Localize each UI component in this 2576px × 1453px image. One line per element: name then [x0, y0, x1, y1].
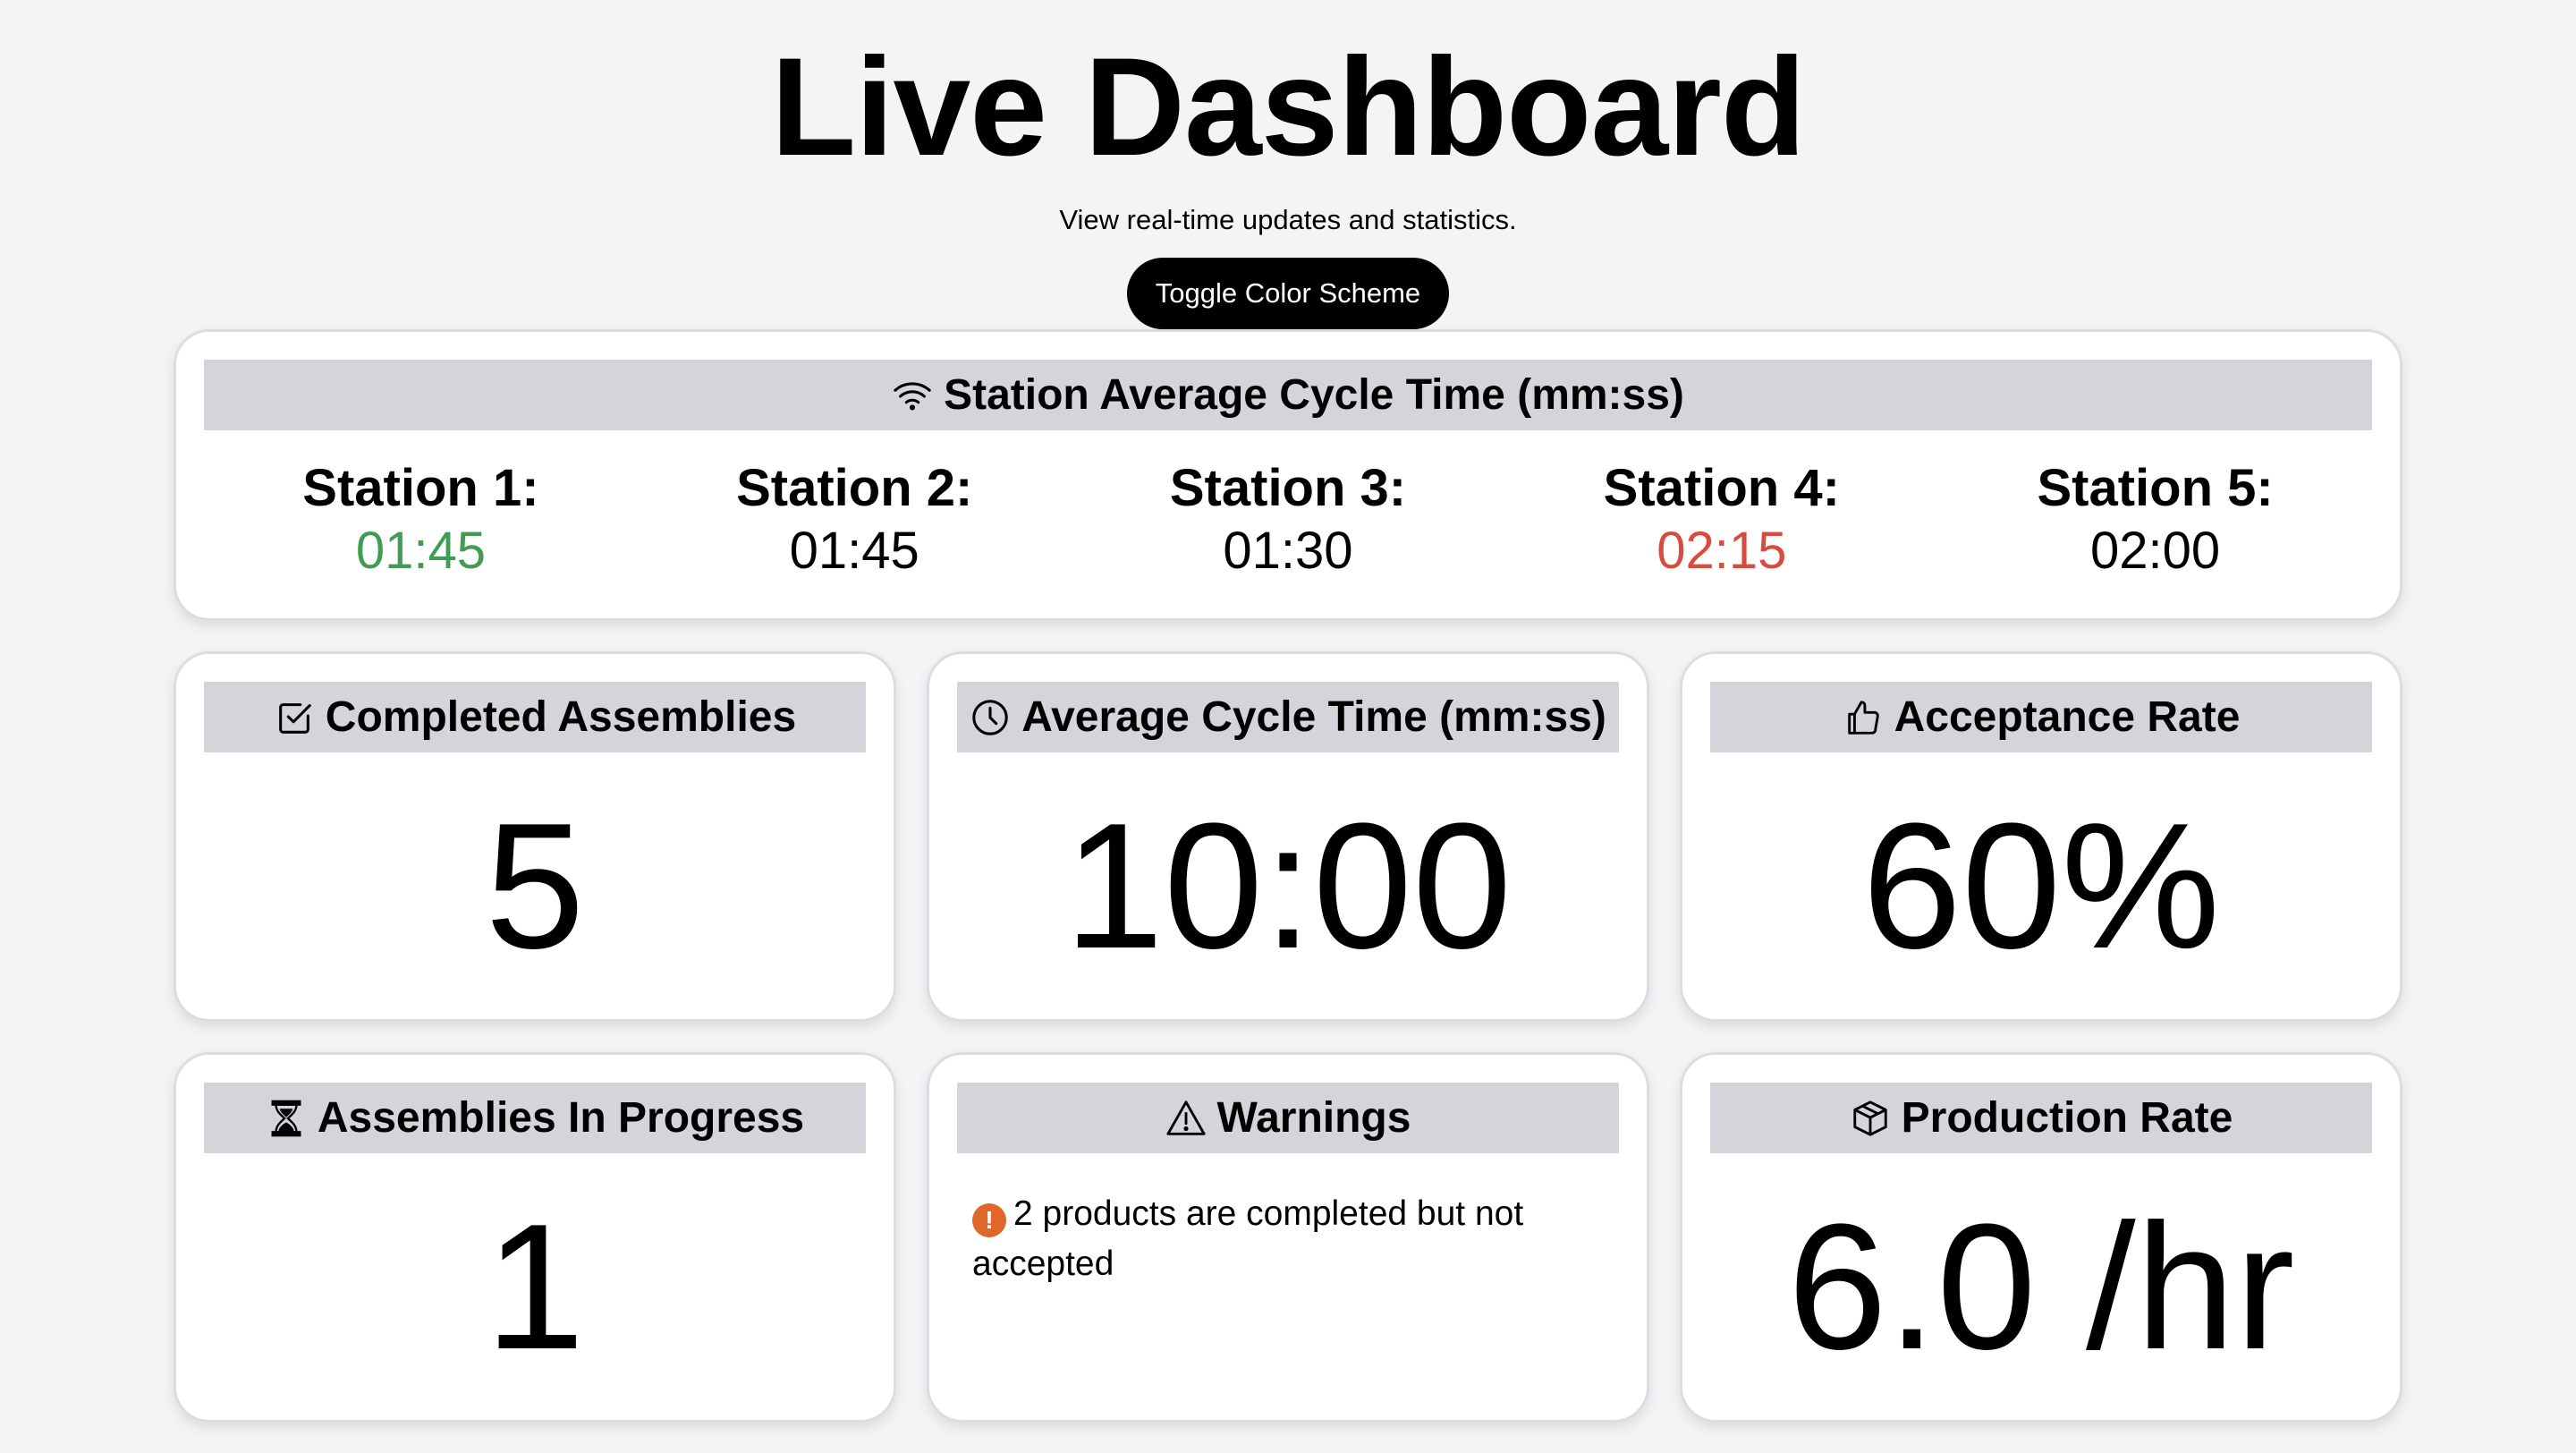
average-cycle-time-title: Average Cycle Time (mm:ss) [1021, 693, 1606, 741]
assemblies-in-progress-header: Assemblies In Progress [204, 1083, 866, 1153]
completed-assemblies-value: 5 [485, 786, 585, 986]
assemblies-in-progress-card: Assemblies In Progress 1 [174, 1052, 896, 1423]
hourglass-icon [266, 1098, 307, 1139]
clock-icon [970, 697, 1011, 738]
acceptance-rate-title: Acceptance Rate [1894, 693, 2241, 741]
average-cycle-time-value: 10:00 [1063, 786, 1513, 986]
production-rate-header: Production Rate [1710, 1083, 2372, 1153]
station-value: 01:45 [355, 522, 486, 580]
exclamation-icon: ! [972, 1203, 1006, 1237]
completed-assemblies-card: Completed Assemblies 5 [174, 651, 896, 1022]
acceptance-rate-card: Acceptance Rate 60% [1680, 651, 2402, 1022]
station-item: Station 5: 02:00 [1938, 457, 2372, 582]
station-cycle-time-title: Station Average Cycle Time (mm:ss) [944, 371, 1684, 419]
station-cycle-time-card: Station Average Cycle Time (mm:ss) Stati… [174, 329, 2402, 621]
average-cycle-time-card: Average Cycle Time (mm:ss) 10:00 [927, 651, 1649, 1022]
thumbs-up-icon [1843, 697, 1884, 738]
acceptance-rate-value: 60% [1861, 786, 2221, 986]
box-icon [1850, 1098, 1891, 1139]
page-title: Live Dashboard [770, 30, 1806, 185]
acceptance-rate-header: Acceptance Rate [1710, 682, 2372, 752]
production-rate-title: Production Rate [1901, 1094, 2233, 1142]
station-value: 01:45 [789, 522, 919, 580]
station-value: 02:00 [2090, 522, 2221, 580]
dashboard-header: Live Dashboard View real-time updates an… [0, 0, 2576, 329]
warnings-title: Warnings [1216, 1094, 1411, 1142]
checkbox-icon [274, 697, 315, 738]
station-item: Station 1: 01:45 [204, 457, 638, 582]
warning-triangle-icon [1165, 1098, 1207, 1139]
station-value: 02:15 [1657, 522, 1787, 580]
warnings-header: Warnings [957, 1083, 1619, 1153]
assemblies-in-progress-title: Assemblies In Progress [317, 1094, 805, 1142]
station-cycle-time-header: Station Average Cycle Time (mm:ss) [204, 360, 2372, 430]
station-label: Station 3: [1169, 459, 1407, 517]
toggle-color-scheme-button[interactable]: Toggle Color Scheme [1126, 258, 1450, 329]
average-cycle-time-header: Average Cycle Time (mm:ss) [957, 682, 1619, 752]
station-label: Station 2: [736, 459, 973, 517]
station-label: Station 1: [302, 459, 539, 517]
station-item: Station 3: 01:30 [1072, 457, 1505, 582]
stations-list: Station 1: 01:45 Station 2: 01:45 Statio… [204, 457, 2372, 582]
wifi-icon [892, 375, 933, 416]
station-value: 01:30 [1223, 522, 1353, 580]
station-label: Station 4: [1603, 459, 1840, 517]
warning-item: ! 2 products are completed but not accept… [972, 1189, 1611, 1289]
warnings-card: Warnings ! 2 products are completed but n… [927, 1052, 1649, 1423]
assemblies-in-progress-value: 1 [485, 1187, 585, 1387]
production-rate-value: 6.0 /hr [1787, 1187, 2295, 1387]
station-label: Station 5: [2037, 459, 2274, 517]
warning-message: 2 products are completed but not accepte… [972, 1194, 1524, 1283]
station-item: Station 2: 01:45 [638, 457, 1072, 582]
production-rate-card: Production Rate 6.0 /hr [1680, 1052, 2402, 1423]
completed-assemblies-title: Completed Assemblies [325, 693, 797, 741]
page-subtitle: View real-time updates and statistics. [1059, 204, 1517, 235]
station-item: Station 4: 02:15 [1504, 457, 1938, 582]
completed-assemblies-header: Completed Assemblies [204, 682, 866, 752]
